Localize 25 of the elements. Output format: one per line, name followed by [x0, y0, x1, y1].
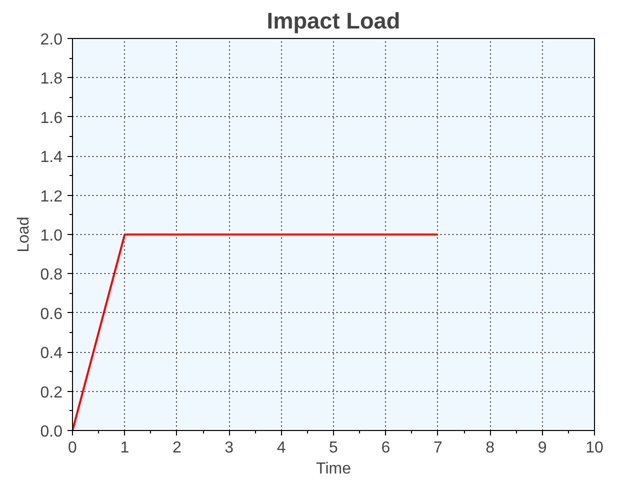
x-tick-label: 5	[329, 440, 338, 456]
x-tick-label: 0	[68, 440, 78, 456]
x-tick-label: 3	[224, 440, 234, 456]
x-axis-title: Time	[316, 460, 352, 478]
x-tick-label: 10	[586, 440, 604, 456]
x-tick-label: 8	[486, 440, 495, 456]
y-tick-label: 2.0	[40, 32, 63, 48]
y-tick-label: 0.2	[40, 384, 63, 402]
y-tick-label: 1.0	[40, 228, 63, 244]
x-tick-label: 9	[538, 440, 547, 456]
x-tick-label: 6	[381, 440, 390, 456]
x-tick-label: 4	[276, 440, 286, 456]
y-tick-label: 1.2	[40, 188, 63, 206]
y-axis-title: Load	[15, 216, 32, 252]
y-tick-label: 0.0	[40, 424, 63, 440]
x-tick-label: 7	[433, 440, 442, 456]
y-tick-label: 1.8	[40, 70, 63, 88]
y-tick-label: 1.6	[40, 110, 63, 127]
chart-title: Impact Load	[266, 8, 400, 34]
y-tick-label: 0.6	[40, 306, 63, 323]
y-tick-label: 1.4	[40, 149, 63, 166]
y-tick-label: 0.8	[40, 266, 63, 284]
y-tick-label: 0.4	[40, 345, 63, 362]
x-tick-label: 1	[120, 440, 130, 456]
x-tick-label: 2	[172, 440, 182, 456]
